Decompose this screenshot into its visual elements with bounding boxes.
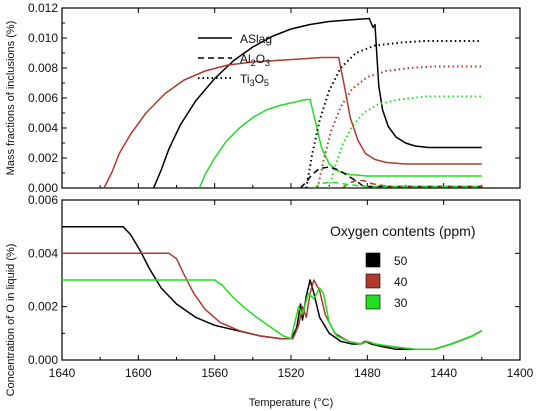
legend-label-30: 30	[394, 296, 408, 310]
series-line-30	[62, 279, 483, 351]
y-tick-label: 0.002	[28, 300, 58, 314]
y-tick-label: 0.008	[28, 61, 58, 75]
series-line-50-aslag	[152, 17, 482, 188]
legend-label: Al2O3	[240, 52, 270, 68]
series-line-50-ti3o5	[305, 40, 482, 188]
series-line-40-aslag	[103, 56, 482, 188]
legend-title: Oxygen contents (ppm)	[330, 223, 476, 239]
series-group	[62, 225, 483, 351]
legend-swatch-40	[365, 273, 381, 289]
bottom-legend: 50 40 30	[365, 252, 408, 310]
legend-swatch-30	[365, 294, 381, 310]
x-tick-label: 1440	[430, 366, 457, 380]
y-tick-label: 0.000	[28, 181, 58, 195]
bottom-panel: 0.000 0.002 0.004 0.006 1640 1600 1560 1520 1480…	[28, 193, 534, 380]
y-tick-label: 0.002	[28, 151, 58, 165]
top-y-axis-title: Mass fractions of inclusions (%)	[5, 21, 17, 176]
series-line-30-aslag	[198, 98, 482, 188]
legend-swatch-50	[365, 252, 381, 268]
y-tick-label: 0.004	[28, 246, 58, 260]
top-legend: ASlag Al2O3 Ti3O5	[198, 32, 272, 88]
series-line-40-ti3o5	[316, 65, 482, 188]
x-tick-label: 1520	[278, 366, 305, 380]
series-line-50-al2o3	[299, 166, 482, 188]
legend-label: Ti3O5	[240, 72, 269, 88]
x-axis-title: Temperature (°C)	[249, 397, 333, 409]
legend-label-40: 40	[394, 275, 408, 289]
top-panel: 0.000 0.002 0.004 0.006 0.008 0.010 0.012	[28, 1, 521, 195]
legend-label: ASlag	[240, 32, 272, 46]
y-tick-label: 0.006	[28, 193, 58, 207]
x-tick-label: 1640	[49, 366, 76, 380]
series-line-40	[62, 252, 483, 351]
y-tick-label: 0.006	[28, 91, 58, 105]
x-tick-label: 1600	[125, 366, 152, 380]
legend-label-50: 50	[394, 254, 408, 268]
bottom-y-axis-title: Concentration of O in liquid (%)	[5, 244, 17, 397]
y-tick-label: 0.010	[28, 31, 58, 45]
series-group	[103, 17, 482, 188]
x-tick-label: 1560	[201, 366, 228, 380]
series-line-30-al2o3	[313, 181, 482, 188]
y-tick-label: 0.004	[28, 121, 58, 135]
series-line-40-al2o3	[342, 179, 482, 188]
plot-frame	[61, 7, 521, 189]
series-line-50	[62, 225, 483, 351]
y-tick-label: 0.012	[28, 1, 58, 15]
y-tick-label: 0.000	[28, 353, 58, 367]
x-tick-label: 1400	[507, 366, 534, 380]
x-tick-label: 1480	[354, 366, 381, 380]
